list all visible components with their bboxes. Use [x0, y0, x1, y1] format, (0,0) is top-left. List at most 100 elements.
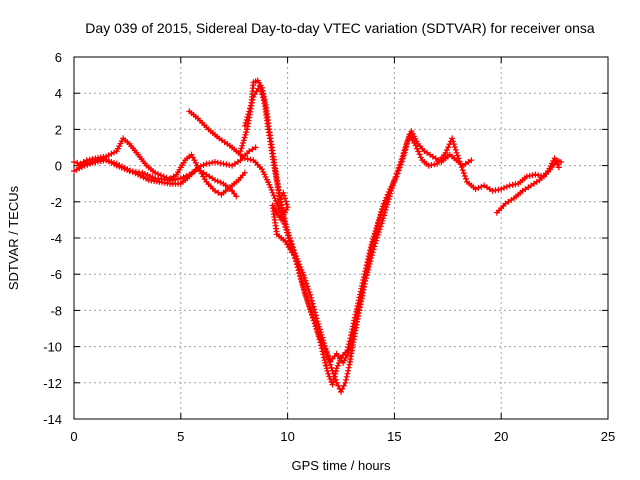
y-tick-label: -10: [43, 340, 62, 355]
data-point-marker: [377, 215, 383, 222]
data-point-marker: [246, 148, 253, 155]
data-point-marker: [412, 142, 419, 149]
data-point-marker: [283, 226, 290, 233]
data-point-marker: [380, 203, 387, 210]
data-point-marker: [381, 200, 388, 207]
data-point-marker: [157, 172, 164, 179]
data-point-marker: [374, 223, 381, 230]
data-point-marker: [281, 192, 288, 199]
x-tick-label: 25: [601, 429, 615, 444]
data-point-marker: [458, 164, 465, 171]
data-point-marker: [299, 280, 306, 287]
data-point-marker: [269, 189, 276, 196]
data-point-marker: [247, 102, 254, 109]
data-point-marker: [330, 378, 337, 385]
x-axis-label: GPS time / hours: [292, 458, 391, 473]
data-point-marker: [312, 323, 319, 330]
data-point-marker: [309, 312, 315, 319]
data-point-marker: [555, 164, 562, 171]
data-point-marker: [298, 278, 305, 284]
data-point-marker: [503, 183, 510, 190]
data-point-marker: [296, 266, 302, 273]
grid-lines: [74, 57, 608, 419]
data-point-marker: [326, 373, 333, 380]
data-point-marker: [275, 203, 281, 210]
data-point-marker: [243, 117, 250, 123]
x-tick-label: 10: [280, 429, 294, 444]
data-point-marker: [368, 245, 375, 252]
data-point-marker: [394, 170, 401, 177]
data-point-marker: [347, 344, 354, 351]
data-point-marker: [239, 142, 246, 149]
data-point-marker: [383, 194, 390, 201]
data-point-marker: [449, 135, 456, 142]
data-point-marker: [245, 111, 252, 118]
data-point-marker: [309, 314, 316, 321]
y-axis-label: SDTVAR / TECUs: [6, 185, 21, 290]
data-point-marker: [443, 147, 450, 153]
y-tick-label: -2: [50, 195, 62, 210]
data-point-marker: [365, 256, 372, 263]
data-point-marker: [84, 159, 91, 166]
data-point-marker: [375, 220, 382, 227]
data-point-marker: [345, 367, 352, 374]
series-track-6: [241, 83, 391, 366]
data-point-marker: [297, 272, 304, 279]
data-point-marker: [352, 324, 359, 331]
data-point-marker: [313, 326, 320, 333]
data-point-marker: [453, 149, 460, 156]
x-tick-label: 0: [70, 429, 77, 444]
data-point-marker: [307, 306, 314, 313]
data-point-marker: [81, 160, 88, 167]
data-point-marker: [240, 137, 247, 144]
data-point-marker: [378, 209, 385, 216]
data-point-marker: [367, 248, 374, 255]
data-point-marker: [287, 240, 294, 247]
data-point-marker: [88, 159, 95, 165]
y-tick-label: -14: [43, 412, 62, 427]
data-point-marker: [241, 122, 248, 129]
data-point-marker: [243, 129, 250, 136]
data-point-marker: [396, 164, 403, 171]
data-point-marker: [298, 275, 305, 282]
y-tick-label: -6: [50, 267, 62, 282]
data-point-marker: [348, 338, 355, 345]
data-point-marker: [152, 169, 159, 176]
data-point-marker: [370, 239, 376, 246]
data-point-marker: [241, 169, 248, 176]
chart-title: Day 039 of 2015, Sidereal Day-to-day VTE…: [85, 20, 595, 36]
data-point-marker: [399, 155, 406, 162]
data-point-marker: [317, 334, 324, 341]
data-point-marker: [366, 253, 373, 260]
data-point-marker: [267, 184, 274, 191]
y-tick-labels: 6 4 2 0 -2 -4 -6 -8 -10 -12 -14: [43, 50, 62, 427]
data-point-marker: [260, 94, 267, 101]
data-point-marker: [402, 146, 409, 153]
data-point-marker: [311, 320, 318, 327]
axis-ticks: [73, 56, 609, 420]
data-point-marker: [314, 329, 321, 336]
data-point-marker: [379, 206, 386, 213]
y-tick-label: 0: [55, 159, 62, 174]
data-point-marker: [288, 249, 295, 256]
data-point-marker: [498, 186, 505, 193]
data-point-marker: [532, 171, 539, 178]
data-point-marker: [270, 192, 277, 199]
data-point-marker: [303, 295, 310, 301]
data-point-marker: [456, 158, 463, 165]
data-point-marker: [351, 327, 358, 334]
data-point-marker: [301, 286, 307, 293]
data-point-marker: [344, 370, 351, 377]
data-point-marker: [323, 365, 330, 372]
data-point-marker: [295, 264, 302, 270]
data-point-marker: [214, 178, 221, 185]
y-tick-label: 6: [55, 50, 62, 65]
data-point-marker: [403, 140, 410, 147]
data-point-marker: [280, 189, 287, 196]
data-point-marker: [461, 173, 468, 179]
data-point-marker: [293, 257, 300, 264]
data-point-marker: [342, 379, 349, 386]
data-point-marker: [468, 157, 475, 164]
data-point-marker: [475, 184, 482, 191]
data-point-marker: [237, 148, 244, 155]
